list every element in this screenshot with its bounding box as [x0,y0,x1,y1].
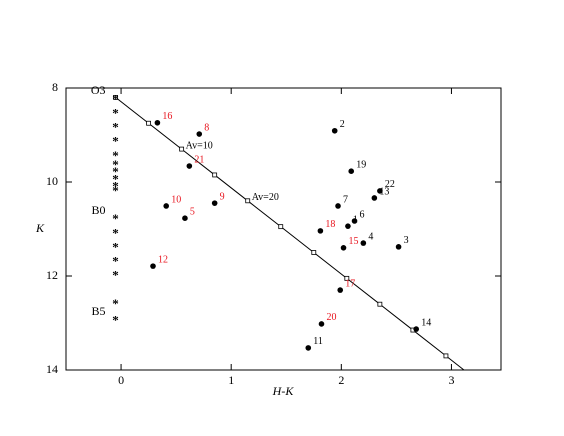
source-point [340,245,347,251]
source-point [305,345,312,351]
source-label: 22 [385,179,395,190]
y-tick-label: 12 [46,268,58,282]
source-label: 11 [313,336,323,347]
plot-frame [65,87,502,371]
source-point [163,203,170,209]
x-tick-label: 3 [448,373,454,387]
spectral-label: B5 [92,304,106,318]
main-sequence-star: * [112,134,119,149]
av-marker [278,224,284,230]
main-sequence-star: * [112,164,119,179]
main-sequence-star: * [112,268,119,283]
x-tick-label: 2 [338,373,344,387]
main-sequence-star: * [112,211,119,226]
reddening-line-extension [445,355,465,371]
source-point [318,321,325,327]
source-point [395,244,402,250]
source-label: 9 [220,191,225,202]
main-sequence-star: * [112,312,119,327]
y-axis-label: K [35,221,45,235]
source-point [413,326,420,332]
source-label: 2 [340,119,345,130]
source-label: 6 [360,209,365,220]
source-label: 20 [326,312,336,323]
source-point [348,168,355,174]
source-label: 16 [162,111,172,122]
source-point [351,218,358,224]
source-point [154,119,161,126]
av-annotation: Av=10 [186,140,213,151]
source-label: 3 [404,235,409,246]
x-axis-label: H-K [272,384,295,398]
main-sequence-star: * [112,225,119,240]
main-sequence-star: * [112,105,119,120]
av-marker [245,198,251,204]
source-point [211,200,218,206]
av-marker [113,95,118,100]
source-point [182,215,188,221]
source-point [345,223,351,229]
source-label: 13 [379,186,389,197]
source-point [331,127,338,134]
source-label: 12 [158,254,168,265]
source-point [196,131,203,137]
x-tick-label: 0 [118,373,124,387]
source-label: 14 [421,317,431,328]
source-point [186,163,193,169]
y-tick-label: 10 [46,174,58,188]
source-point [360,240,367,246]
source-point [371,195,378,201]
source-point [337,287,344,293]
main-sequence-star: * [112,157,119,172]
source-label: 5 [190,206,195,217]
av-marker [443,353,449,359]
source-label: 17 [345,278,355,289]
source-point [335,203,341,209]
av-marker [344,275,350,281]
av-marker [377,301,383,307]
main-sequence-star: * [112,120,119,135]
main-sequence-star: * [112,239,119,254]
source-label: 21 [194,154,204,165]
main-sequence-star: * [112,183,119,198]
main-sequence-star: * [112,178,119,193]
av-annotation: Av=20 [252,192,279,203]
source-point [377,188,383,194]
source-label: 18 [325,219,335,230]
main-sequence-star: * [112,171,119,186]
main-sequence-star: * [112,91,119,106]
source-point [150,263,156,269]
source-point [317,228,324,234]
y-tick-label: 8 [52,80,58,94]
main-sequence-star: * [112,254,119,269]
main-sequence-star: * [112,296,119,311]
av-marker [146,120,151,126]
source-label: 15 [349,236,359,247]
source-label: 1 [353,214,358,225]
y-tick-label: 14 [46,362,58,376]
av-marker [311,250,317,255]
source-label: 4 [368,231,373,242]
source-label: 19 [356,159,366,170]
main-sequence-star: * [112,148,119,163]
source-label: 10 [171,194,181,205]
source-label: 8 [204,122,209,133]
av-marker [212,172,218,178]
av-marker [179,146,185,152]
x-tick-label: 1 [228,373,234,387]
source-label: 7 [343,194,348,205]
spectral-label: B0 [92,203,106,217]
spectral-label: O3 [91,83,106,97]
